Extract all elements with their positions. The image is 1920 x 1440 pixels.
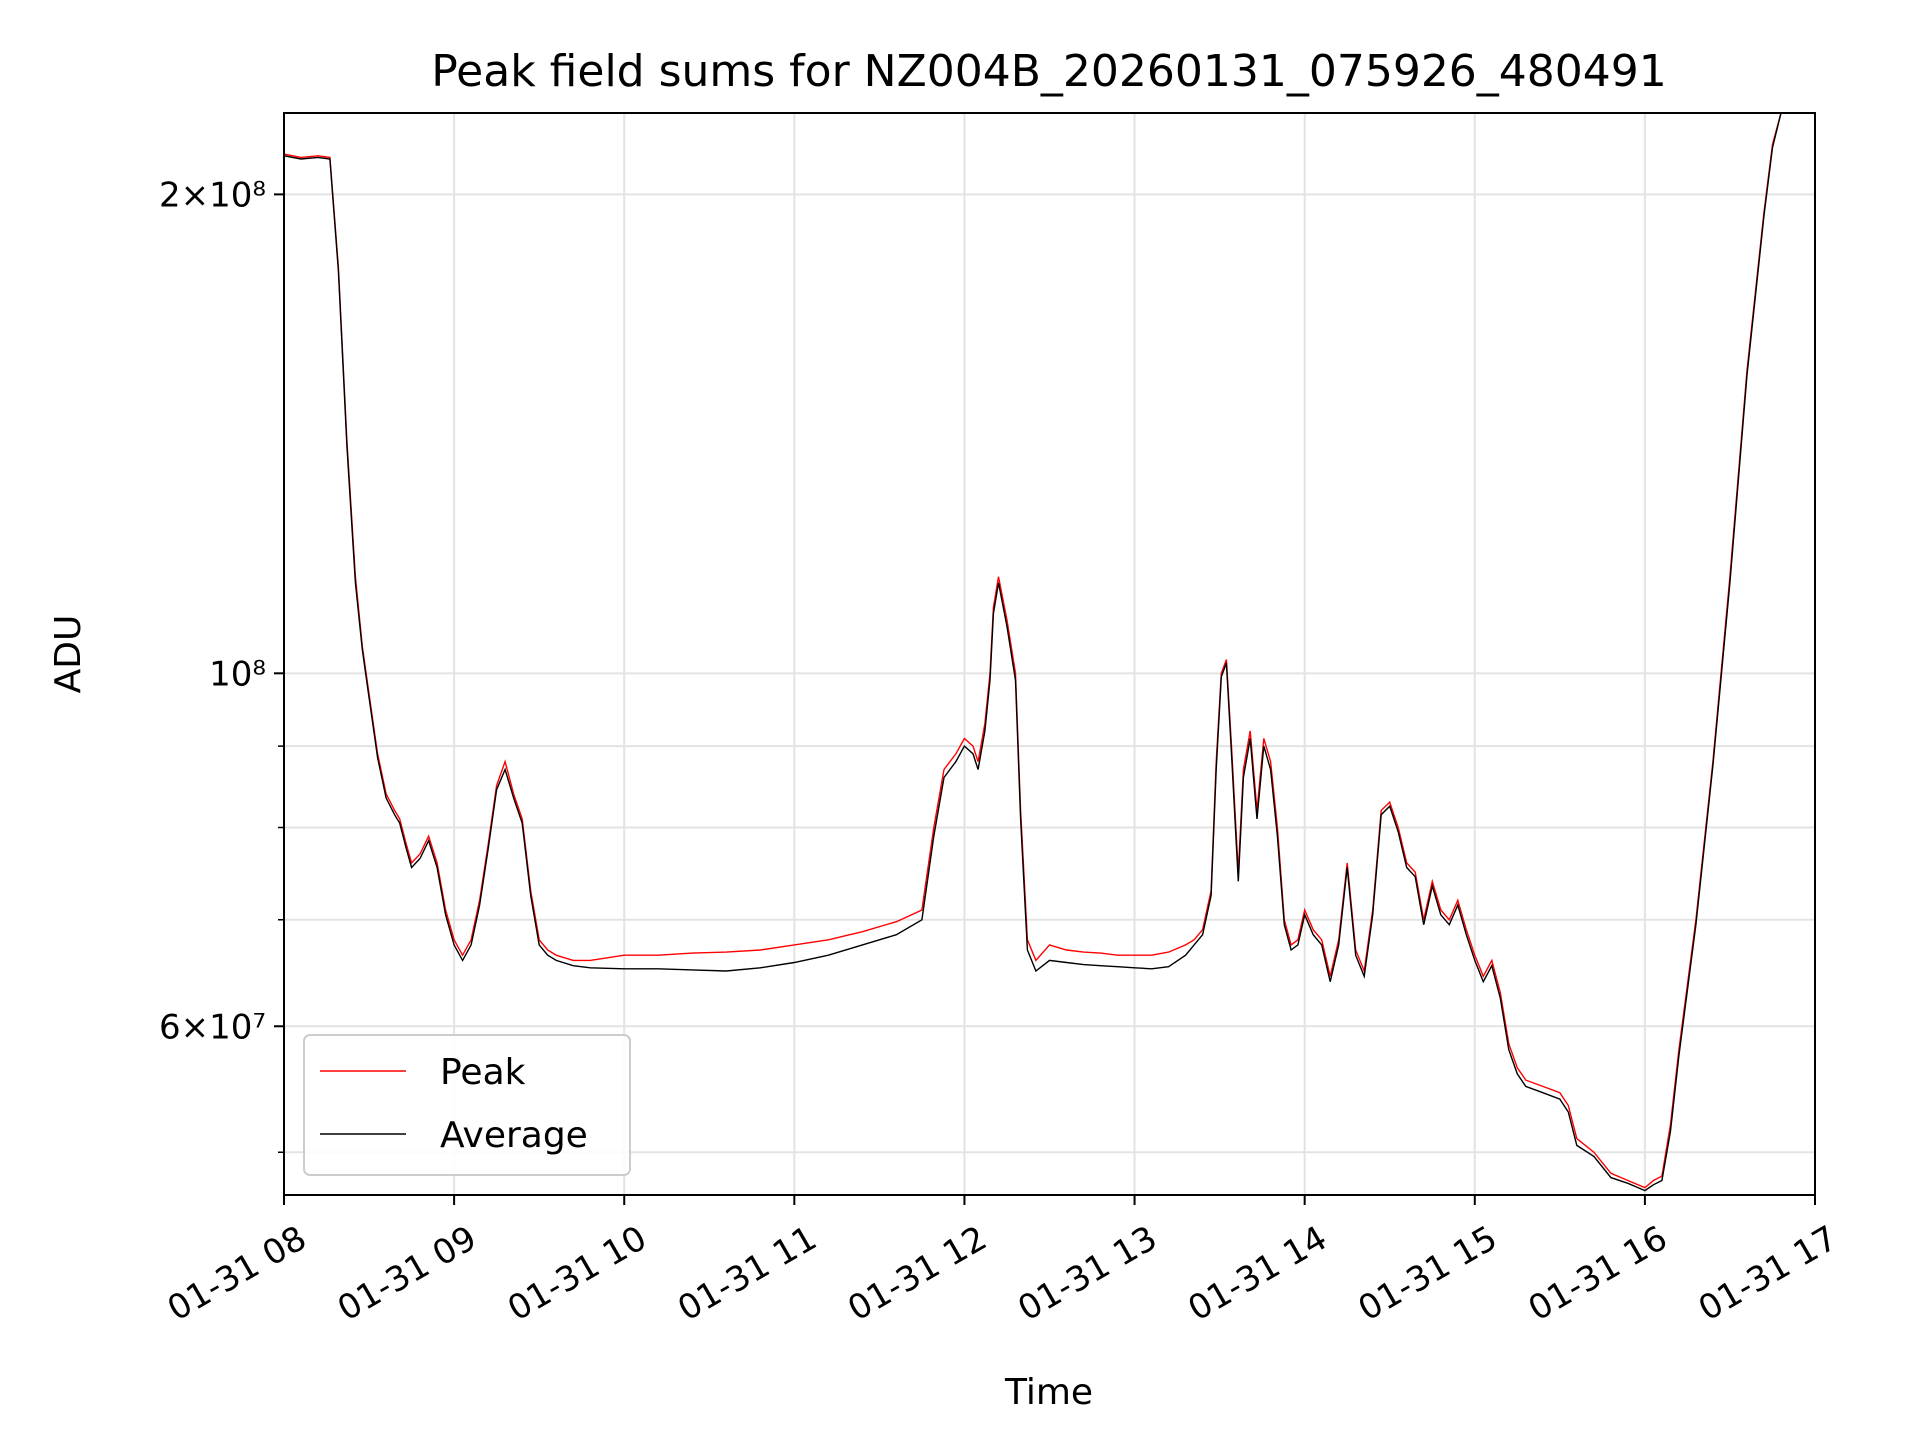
x-axis-label: Time — [1004, 1372, 1093, 1413]
y-tick-label: 10⁸ — [209, 654, 266, 694]
legend-label-peak: Peak — [440, 1052, 526, 1093]
series-line-peak — [284, 113, 1815, 1189]
y-tick-label: 6×10⁷ — [159, 1007, 266, 1047]
y-tick-label: 2×10⁸ — [159, 175, 266, 215]
plot-frame — [283, 112, 1816, 1196]
y-axis-label: ADU — [48, 615, 89, 694]
legend: Peak Average — [303, 1034, 631, 1176]
plot-area — [284, 113, 1815, 1192]
legend-box — [303, 1034, 631, 1176]
legend-label-average: Average — [440, 1115, 588, 1156]
chart-title: Peak field sums for NZ004B_20260131_0759… — [431, 46, 1667, 97]
y-axis: 6×10⁷ 10⁸ 2×10⁸ — [159, 175, 284, 1153]
series-line-average — [284, 113, 1815, 1192]
